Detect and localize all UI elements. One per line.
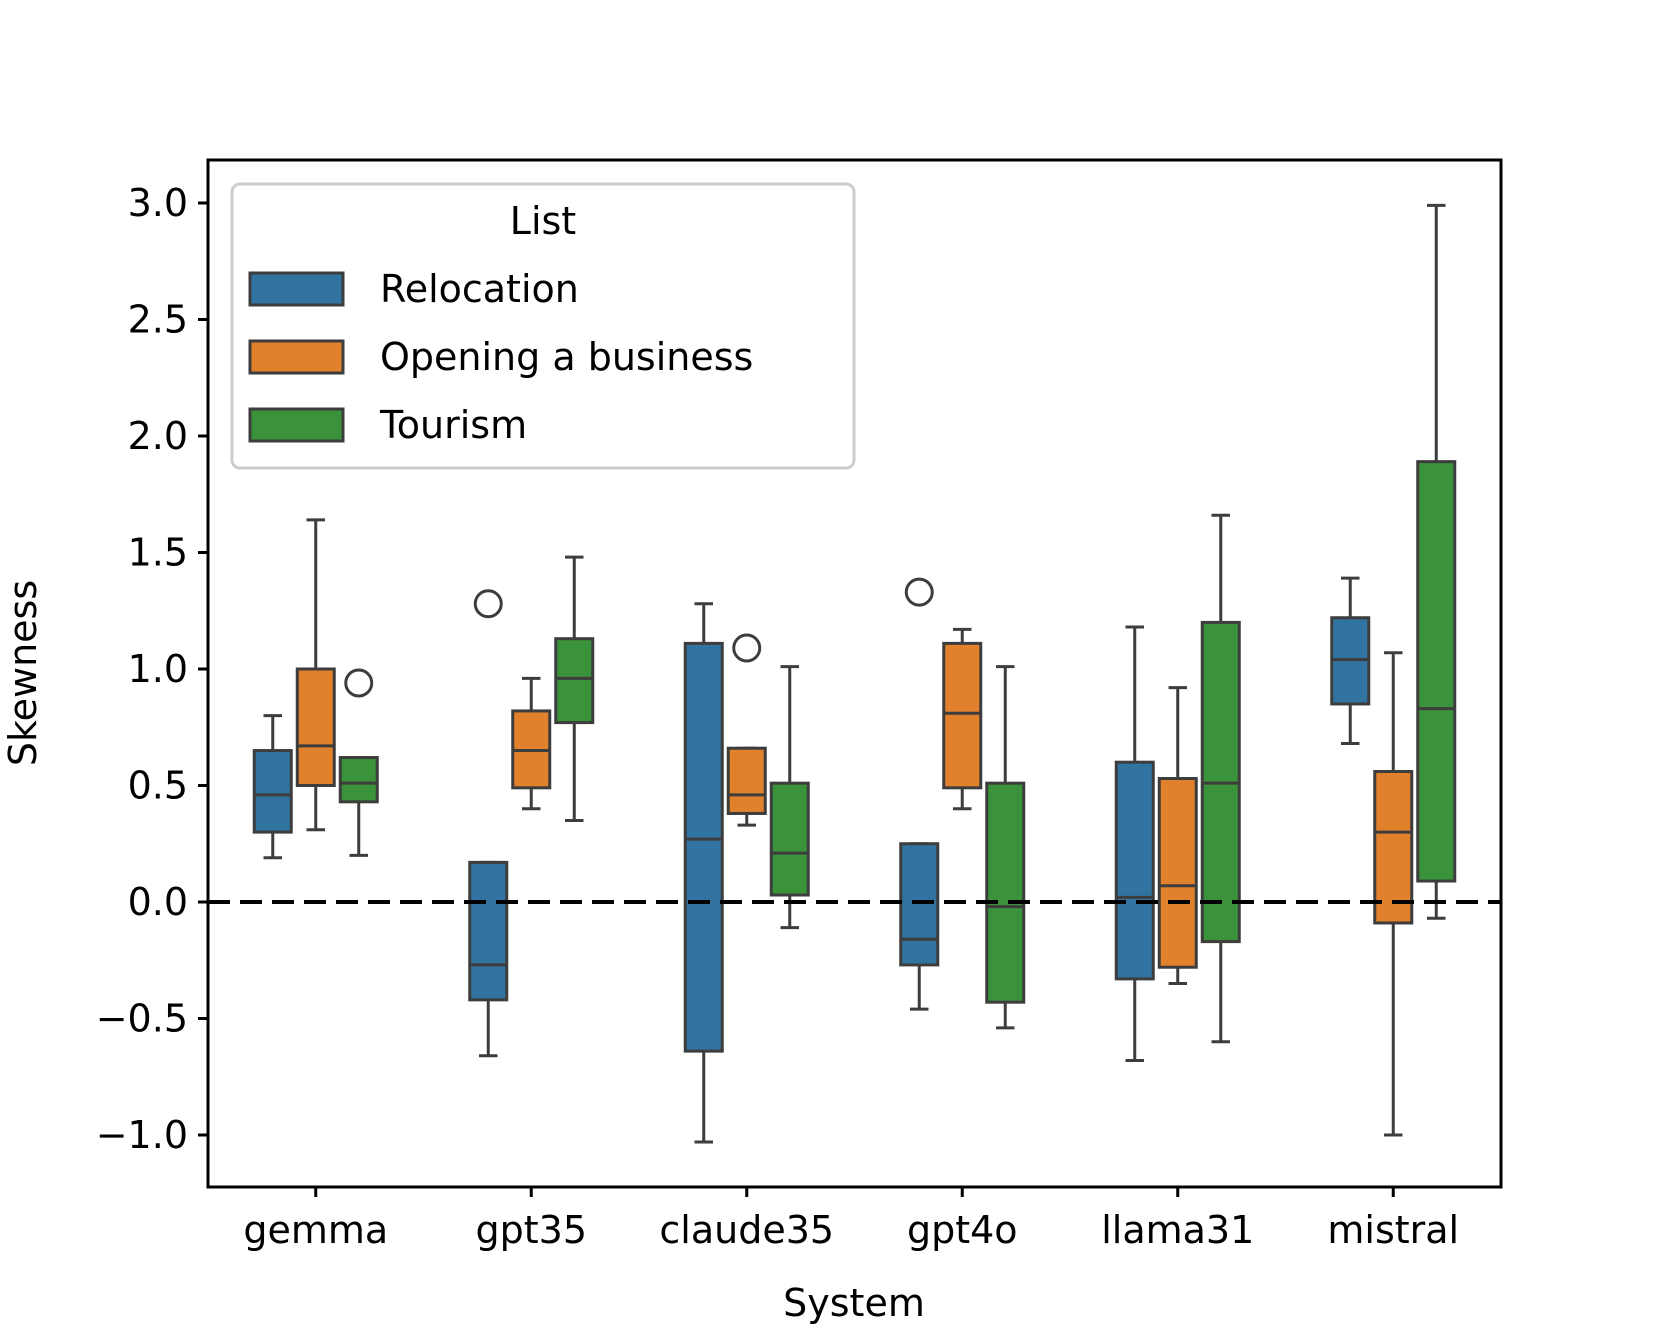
box-group-opening-a-business-llama31 (1157, 686, 1198, 986)
box-iqr (985, 781, 1026, 1004)
x-tick-label-claude35: claude35 (659, 1208, 834, 1252)
outlier-point (904, 577, 934, 607)
box-group-relocation-llama31 (1114, 625, 1155, 1062)
x-tick-label-gemma: gemma (243, 1208, 388, 1252)
x-axis-title: System (783, 1281, 925, 1325)
y-axis-title: Skewness (1, 580, 45, 766)
boxes-layer (252, 203, 1457, 1144)
y-tick-label: −1.0 (96, 1113, 188, 1157)
y-tick-label: 0.0 (128, 880, 188, 924)
legend-swatch-relocation (248, 271, 345, 307)
outlier-point (344, 668, 374, 698)
box-group-opening-a-business-claude35 (726, 633, 767, 827)
box-iqr (769, 781, 810, 897)
box-iqr (942, 641, 983, 790)
box-group-relocation-gpt4o (899, 577, 940, 1011)
y-tick-label: 0.5 (128, 764, 188, 808)
legend-label-opening-a-business: Opening a business (380, 335, 753, 379)
y-axis: 3.0 2.5 2.0 1.5 1.0 0.5 0.0 −0.5 −1.0 (96, 181, 208, 1157)
box-group-opening-a-business-mistral (1373, 651, 1414, 1137)
x-axis: gemma gpt35 claude35 gpt4o llama31 mistral (243, 1187, 1459, 1252)
outlier-point (732, 633, 762, 663)
box-iqr (554, 637, 595, 725)
box-iqr (468, 860, 509, 1002)
box-group-opening-a-business-gpt35 (511, 676, 552, 811)
plot-frame (206, 158, 1503, 1189)
box-group-relocation-gemma (252, 714, 293, 860)
box-iqr (1114, 760, 1155, 981)
legend-swatch-tourism (248, 407, 345, 443)
outlier-point (473, 589, 503, 619)
box-iqr (683, 641, 724, 1053)
box-iqr (338, 756, 379, 804)
legend-title: List (510, 199, 576, 243)
x-tick-label-mistral: mistral (1327, 1208, 1459, 1252)
box-group-relocation-mistral (1330, 576, 1371, 746)
box-group-relocation-gpt35 (468, 589, 509, 1058)
legend-label-tourism: Tourism (379, 403, 527, 447)
box-group-tourism-gpt35 (554, 555, 595, 822)
box-group-tourism-mistral (1416, 203, 1457, 920)
box-group-tourism-llama31 (1200, 513, 1241, 1044)
y-tick-label: 1.5 (128, 531, 188, 575)
box-group-tourism-claude35 (769, 665, 810, 930)
y-tick-label: 2.5 (128, 298, 188, 342)
box-iqr (899, 842, 940, 967)
y-tick-label: 2.0 (128, 414, 188, 458)
legend-frame (230, 182, 856, 470)
x-tick-label-gpt4o: gpt4o (907, 1208, 1018, 1252)
box-group-tourism-gpt4o (985, 665, 1026, 1030)
box-iqr (1373, 770, 1414, 925)
x-tick-label-gpt35: gpt35 (476, 1208, 588, 1252)
legend-swatch-opening-a-business (248, 339, 345, 375)
legend: List Relocation Opening a business Tourism (230, 182, 856, 470)
y-tick-label: 3.0 (128, 181, 188, 225)
box-iqr (252, 749, 293, 834)
x-tick-label-llama31: llama31 (1101, 1208, 1254, 1252)
box-group-opening-a-business-gpt4o (942, 627, 983, 811)
box-group-opening-a-business-gemma (295, 518, 336, 832)
box-group-tourism-gemma (338, 668, 379, 857)
box-iqr (1416, 460, 1457, 883)
box-iqr (295, 667, 336, 787)
y-tick-label: 1.0 (128, 647, 188, 691)
box-iqr (1157, 777, 1198, 969)
box-group-relocation-claude35 (683, 602, 724, 1144)
legend-label-relocation: Relocation (380, 267, 579, 311)
y-tick-label: −0.5 (96, 997, 188, 1041)
box-iqr (726, 746, 767, 815)
